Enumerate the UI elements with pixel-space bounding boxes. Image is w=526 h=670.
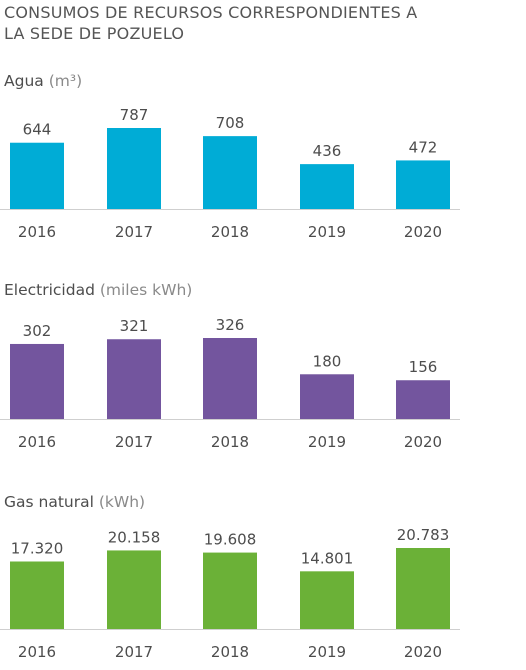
electricity-bar-2020 [396,380,450,419]
gas-value-label-2017: 20.158 [108,528,161,546]
electricity-tick-label-2017: 2017 [115,433,153,451]
electricity-tick-label-2020: 2020 [404,433,442,451]
water-unit: (m³) [48,72,83,90]
gas-bar-2016 [10,561,64,629]
gas-value-label-2016: 17.320 [11,539,64,557]
water-bar-2018 [203,136,257,209]
gas-tick-label-2020: 2020 [404,643,442,661]
water-value-label-2017: 787 [120,106,149,124]
water-bar-2019 [300,164,354,209]
electricity-tick-label-2016: 2016 [18,433,56,451]
gas-bar-2018 [203,552,257,629]
gas-unit: (kWh) [98,493,146,511]
electricity-tick-label-2019: 2019 [308,433,346,451]
gas-title-text: Gas natural [4,493,94,511]
gas-tick-label-2019: 2019 [308,643,346,661]
electricity-bar-2018 [203,338,257,419]
gas-chart: 17.320 2016 20.158 2017 19.608 2018 14.801 2019… [0,526,460,661]
water-chart: 644 2016 787 2017 708 2018 436 2019 472 2020 [0,106,460,241]
gas-tick-label-2018: 2018 [211,643,249,661]
electricity-panel-title: Electricidad (miles kWh) [4,281,192,299]
water-value-label-2019: 436 [313,142,342,160]
gas-tick-label-2016: 2016 [18,643,56,661]
water-tick-label-2019: 2019 [308,223,346,241]
gas-bar-2020 [396,548,450,629]
electricity-tick-label-2018: 2018 [211,433,249,451]
water-value-label-2018: 708 [216,114,245,132]
electricity-value-label-2019: 180 [313,352,342,370]
gas-value-label-2020: 20.783 [397,526,450,544]
electricity-value-label-2017: 321 [120,317,149,335]
gas-tick-label-2017: 2017 [115,643,153,661]
water-title-text: Agua [4,72,44,90]
water-tick-label-2017: 2017 [115,223,153,241]
electricity-bar-2019 [300,374,354,419]
gas-bar-2019 [300,571,354,629]
water-panel-title: Agua (m³) [4,72,82,90]
water-bar-2020 [396,160,450,209]
gas-bar-2017 [107,550,161,629]
water-tick-label-2018: 2018 [211,223,249,241]
electricity-title-text: Electricidad [4,281,95,299]
gas-value-label-2018: 19.608 [204,531,257,549]
water-bar-2017 [107,128,161,209]
electricity-value-label-2016: 302 [23,322,52,340]
electricity-bar-2017 [107,339,161,419]
water-tick-label-2016: 2016 [18,223,56,241]
water-value-label-2016: 644 [23,121,52,139]
gas-value-label-2019: 14.801 [301,549,354,567]
chart-title-line-1: CONSUMOS DE RECURSOS CORRESPONDIENTES A [4,3,418,22]
chart-title: CONSUMOS DE RECURSOS CORRESPONDIENTES A … [4,2,417,44]
water-tick-label-2020: 2020 [404,223,442,241]
electricity-value-label-2018: 326 [216,316,245,334]
electricity-unit: (miles kWh) [99,281,193,299]
chart-title-line-2: LA SEDE DE POZUELO [4,24,185,43]
electricity-chart: 302 2016 321 2017 326 2018 180 2019 156 2020 [0,316,460,451]
water-bar-2016 [10,142,64,209]
electricity-bar-2016 [10,343,64,419]
gas-panel-title: Gas natural (kWh) [4,493,145,511]
electricity-value-label-2020: 156 [409,358,438,376]
water-value-label-2020: 472 [409,138,438,156]
